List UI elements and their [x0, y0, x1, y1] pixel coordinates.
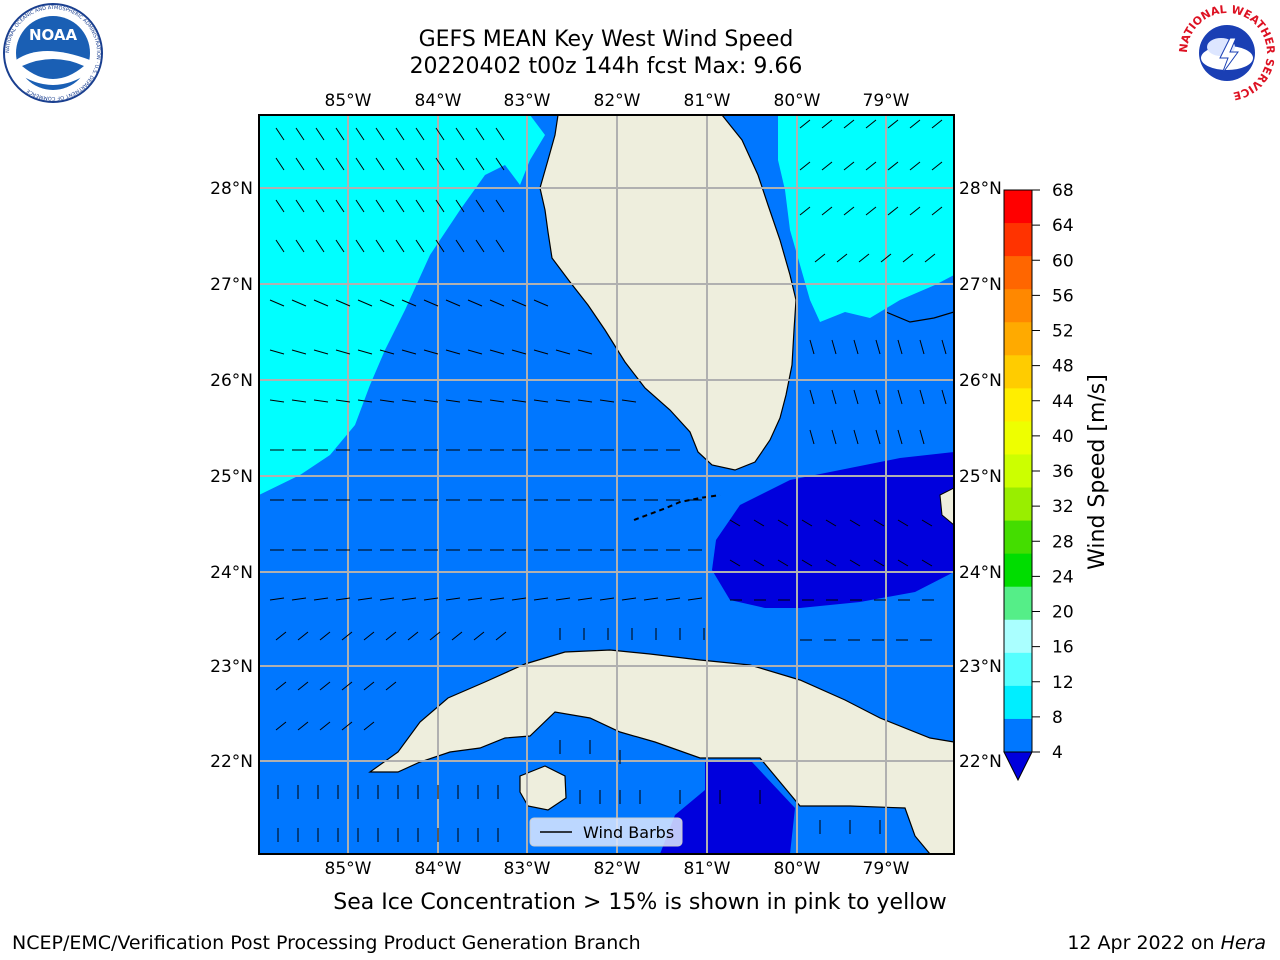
wind-barbs-legend: Wind Barbs	[529, 817, 683, 847]
wind-speed-region-0-4-south-cuba	[660, 762, 795, 854]
lat-label: 28°N	[210, 179, 253, 199]
lon-labels-bottom: 85°W 84°W 83°W 82°W 81°W 80°W 79°W	[325, 859, 910, 879]
colorbar-segment	[1004, 487, 1032, 522]
colorbar-tick-label: 24	[1052, 567, 1074, 587]
footer-host: Hera	[1220, 932, 1266, 954]
florida-keys	[633, 494, 721, 521]
colorbar-tick-label: 44	[1052, 392, 1074, 412]
lat-label: 24°N	[959, 563, 1002, 583]
bahamas-coast	[885, 311, 954, 323]
colorbar-segment	[1004, 421, 1032, 455]
chart-title: GEFS MEAN Key West Wind Speed	[418, 27, 794, 52]
map-frame	[258, 114, 955, 855]
colorbar-tick-label: 32	[1052, 497, 1074, 517]
lat-label: 25°N	[959, 467, 1002, 487]
graticule	[259, 115, 954, 854]
colorbar-segment	[1004, 520, 1032, 555]
wind-speed-region-8-12-atlantic	[778, 115, 954, 322]
lat-label: 26°N	[210, 371, 253, 391]
colorbar-tick-label: 28	[1052, 532, 1074, 552]
colorbar-tick-label: 8	[1052, 708, 1063, 728]
colorbar-tick-label: 56	[1052, 286, 1074, 306]
lat-label: 23°N	[959, 657, 1002, 677]
colorbar-tick-label: 52	[1052, 322, 1074, 342]
wind-speed-region-8-12-gulf	[259, 115, 545, 495]
colorbar-segment	[1004, 454, 1032, 489]
colorbar-tick-label: 64	[1052, 216, 1074, 236]
colorbar-label: Wind Speed [m/s]	[1085, 374, 1110, 570]
noaa-logo-text: NOAA	[29, 26, 78, 44]
lat-label: 27°N	[210, 275, 253, 295]
wind-barbs	[269, 119, 947, 842]
lon-label: 85°W	[325, 859, 372, 879]
colorbar-tick-label: 16	[1052, 638, 1074, 658]
lat-label: 26°N	[959, 371, 1002, 391]
colorbar-segment	[1004, 256, 1032, 290]
isle-of-youth-land	[519, 765, 567, 811]
colorbar-segment	[1004, 289, 1032, 323]
lon-label: 80°W	[774, 859, 821, 879]
footer-date-text: 12 Apr 2022 on	[1067, 932, 1221, 954]
footer-date: 12 Apr 2022 on Hera	[1067, 932, 1266, 954]
lat-label: 22°N	[959, 752, 1002, 772]
footer-org: NCEP/EMC/Verification Post Processing Pr…	[12, 932, 641, 954]
noaa-logo: NOAA NATIONAL OCEANIC AND ATMOSPHERIC AD…	[3, 3, 103, 103]
colorbar-segment	[1004, 190, 1032, 224]
lat-label: 23°N	[210, 657, 253, 677]
lon-labels-top: 85°W 84°W 83°W 82°W 81°W 80°W 79°W	[325, 91, 910, 111]
lon-label: 83°W	[504, 91, 551, 111]
lon-label: 84°W	[415, 859, 462, 879]
colorbar-tick-label: 48	[1052, 357, 1074, 377]
lat-labels-right: 28°N 27°N 26°N 25°N 24°N 23°N 22°N	[959, 179, 1002, 772]
colorbar-tick-label: 68	[1052, 181, 1074, 201]
lon-label: 82°W	[594, 859, 641, 879]
sea-ice-note: Sea Ice Concentration > 15% is shown in …	[333, 890, 947, 915]
lon-label: 79°W	[863, 91, 910, 111]
colorbar-segment	[1004, 553, 1032, 588]
bahamas-land	[939, 487, 954, 526]
colorbar: 68 64 60 56 52 48 44 40 36 32 28 24 20 16 12 8 4	[1003, 181, 1074, 782]
lon-label: 81°W	[684, 859, 731, 879]
colorbar-segment	[1004, 652, 1032, 687]
colorbar-tick-label: 4	[1052, 743, 1063, 763]
lat-label: 28°N	[959, 179, 1002, 199]
nws-logo: NATIONAL WEATHER SERVICE	[1177, 3, 1277, 103]
colorbar-tick-label: 40	[1052, 427, 1074, 447]
lon-label: 82°W	[594, 91, 641, 111]
lat-label: 25°N	[210, 467, 253, 487]
wind-barbs-legend-label: Wind Barbs	[583, 823, 674, 842]
colorbar-tick-label: 36	[1052, 462, 1074, 482]
colorbar-segment	[1004, 355, 1032, 389]
colorbar-segment	[1004, 223, 1032, 257]
florida-land	[539, 115, 797, 471]
lon-label: 85°W	[325, 91, 372, 111]
colorbar-tick-label: 60	[1052, 251, 1074, 271]
colorbar-segment	[1004, 586, 1032, 621]
lon-label: 83°W	[504, 859, 551, 879]
lat-label: 24°N	[210, 563, 253, 583]
colorbar-segment	[1004, 322, 1032, 356]
colorbar-segment	[1004, 685, 1032, 720]
colorbar-segment	[1004, 388, 1032, 422]
lat-label: 27°N	[959, 275, 1002, 295]
wind-speed-region-0-4-straits	[712, 452, 954, 608]
chart-subtitle: 20220402 t00z 144h fcst Max: 9.66	[409, 54, 803, 79]
lat-labels-left: 28°N 27°N 26°N 25°N 24°N 23°N 22°N	[210, 179, 253, 772]
cuba-land	[368, 649, 954, 854]
lat-label: 22°N	[210, 752, 253, 772]
colorbar-segment	[1004, 718, 1032, 753]
lon-label: 81°W	[684, 91, 731, 111]
lon-label: 84°W	[415, 91, 462, 111]
colorbar-under-arrow	[1003, 751, 1033, 782]
colorbar-tick-label: 12	[1052, 673, 1074, 693]
colorbar-segment	[1004, 619, 1032, 654]
lon-label: 79°W	[863, 859, 910, 879]
colorbar-tick-label: 20	[1052, 603, 1074, 623]
lon-label: 80°W	[774, 91, 821, 111]
map-plot-area	[259, 115, 954, 854]
